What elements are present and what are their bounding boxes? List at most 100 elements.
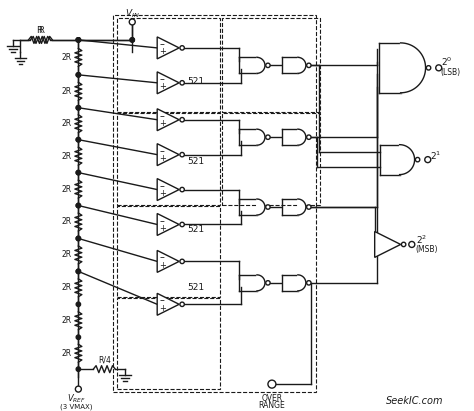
Polygon shape [157, 72, 179, 94]
Text: $V_{REF}$: $V_{REF}$ [67, 393, 86, 405]
Circle shape [180, 81, 184, 85]
Circle shape [268, 380, 276, 388]
Circle shape [76, 73, 81, 77]
Text: 521: 521 [188, 77, 205, 86]
Circle shape [76, 236, 81, 241]
Circle shape [180, 152, 184, 157]
Polygon shape [257, 199, 265, 215]
Polygon shape [157, 250, 179, 272]
Text: OVER: OVER [261, 394, 283, 403]
Circle shape [76, 269, 81, 274]
Circle shape [266, 63, 270, 67]
Circle shape [266, 135, 270, 139]
Circle shape [307, 135, 311, 139]
Circle shape [180, 118, 184, 122]
Bar [113, 15, 316, 392]
Circle shape [415, 157, 420, 162]
Circle shape [130, 38, 135, 42]
Circle shape [180, 222, 184, 227]
Text: 521: 521 [188, 225, 205, 234]
Text: 2R: 2R [61, 250, 72, 259]
Text: –: – [160, 74, 164, 84]
Text: (3 VMAX): (3 VMAX) [60, 404, 92, 410]
Polygon shape [157, 293, 179, 315]
Polygon shape [157, 109, 179, 131]
Text: $V_{IN}$: $V_{IN}$ [125, 8, 139, 20]
Circle shape [76, 171, 81, 175]
Text: 2R: 2R [61, 87, 72, 96]
Circle shape [76, 335, 81, 339]
Circle shape [266, 281, 270, 285]
Bar [117, 206, 220, 297]
Text: +: + [159, 261, 165, 270]
Text: (LSB): (LSB) [441, 68, 461, 77]
Text: 2R: 2R [61, 53, 72, 62]
Circle shape [76, 38, 81, 42]
Polygon shape [257, 275, 265, 291]
Text: $2^1$: $2^1$ [430, 150, 441, 162]
Polygon shape [298, 58, 306, 73]
Circle shape [129, 19, 135, 25]
Text: +: + [159, 154, 165, 163]
Circle shape [180, 46, 184, 50]
Circle shape [76, 106, 81, 110]
Circle shape [76, 302, 81, 307]
Circle shape [425, 157, 431, 163]
Circle shape [409, 241, 415, 247]
Text: –: – [160, 146, 164, 156]
Text: +: + [159, 189, 165, 198]
Circle shape [76, 269, 81, 274]
Circle shape [436, 65, 442, 71]
Text: +: + [159, 119, 165, 128]
Bar [117, 18, 220, 112]
Bar [117, 113, 220, 205]
Circle shape [180, 187, 184, 192]
Circle shape [307, 63, 311, 67]
Text: +: + [159, 304, 165, 313]
Circle shape [76, 203, 81, 208]
Text: $2^0$: $2^0$ [441, 55, 452, 68]
Text: +: + [159, 47, 165, 56]
Circle shape [130, 38, 135, 42]
Text: +: + [159, 224, 165, 233]
Circle shape [76, 138, 81, 142]
Polygon shape [157, 179, 179, 201]
Polygon shape [298, 199, 306, 215]
Polygon shape [400, 145, 415, 175]
Polygon shape [157, 213, 179, 236]
Polygon shape [374, 231, 401, 257]
Text: RANGE: RANGE [258, 401, 285, 410]
Circle shape [76, 236, 81, 241]
Text: R: R [36, 26, 42, 35]
Polygon shape [257, 129, 265, 145]
Polygon shape [157, 144, 179, 166]
Circle shape [266, 205, 270, 209]
Text: –: – [160, 39, 164, 49]
Text: –: – [160, 253, 164, 263]
Text: +: + [159, 82, 165, 91]
Circle shape [76, 106, 81, 110]
Text: –: – [160, 296, 164, 305]
Circle shape [307, 281, 311, 285]
Bar [222, 113, 320, 205]
Text: 2R: 2R [61, 349, 72, 358]
Circle shape [76, 367, 81, 372]
Polygon shape [298, 129, 306, 145]
Circle shape [180, 259, 184, 263]
Polygon shape [298, 275, 306, 291]
Text: –: – [160, 181, 164, 191]
Text: –: – [160, 216, 164, 226]
Bar [222, 18, 320, 112]
Circle shape [76, 38, 81, 42]
Text: 2R: 2R [61, 283, 72, 292]
Text: 2R: 2R [61, 119, 72, 128]
Text: 2R: 2R [61, 217, 72, 226]
Circle shape [76, 73, 81, 77]
Text: (MSB): (MSB) [416, 245, 438, 254]
Circle shape [180, 302, 184, 307]
Text: 2R: 2R [61, 316, 72, 325]
Bar [117, 298, 220, 389]
Text: SeekIC.com: SeekIC.com [386, 396, 443, 406]
Text: $2^2$: $2^2$ [416, 233, 427, 246]
Polygon shape [401, 43, 426, 93]
